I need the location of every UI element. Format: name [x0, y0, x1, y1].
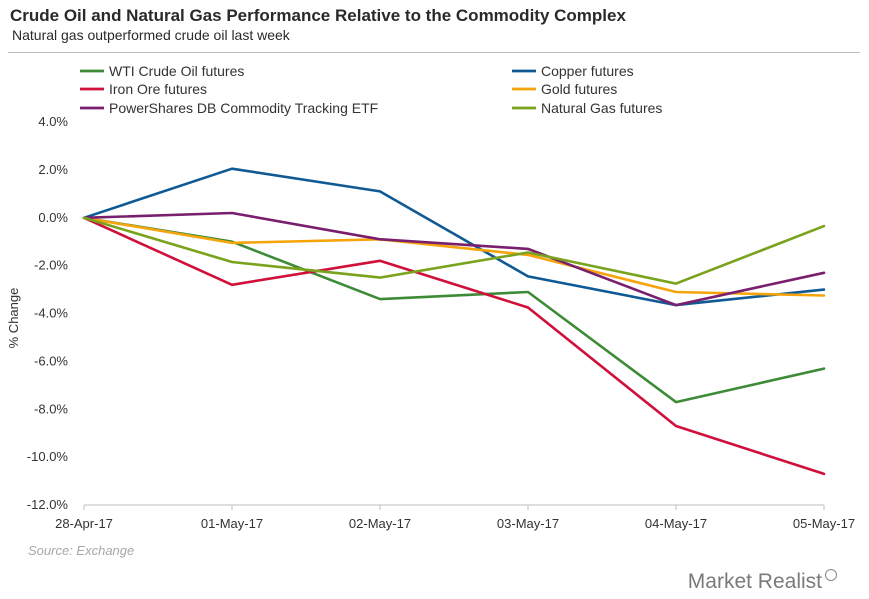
series-line: [82, 167, 826, 307]
series-line: [82, 216, 826, 476]
brand-mark-icon: [825, 569, 837, 581]
y-tick-label: 2.0%: [38, 162, 68, 177]
y-tick-label: -4.0%: [34, 306, 68, 321]
x-tick-label: 03-May-17: [497, 516, 559, 531]
x-tick-label: 01-May-17: [201, 516, 263, 531]
y-tick-label: -2.0%: [34, 258, 68, 273]
series-line: [82, 216, 826, 404]
y-tick-label: 4.0%: [38, 114, 68, 129]
chart-title: Crude Oil and Natural Gas Performance Re…: [10, 6, 626, 25]
y-tick-label: -10.0%: [27, 449, 69, 464]
y-tick-label: 0.0%: [38, 210, 68, 225]
legend-label: Natural Gas futures: [541, 100, 662, 116]
legend-label: Gold futures: [541, 81, 617, 97]
title-divider: [8, 52, 860, 53]
y-tick-label: -6.0%: [34, 353, 68, 368]
y-tick-label: -8.0%: [34, 401, 68, 416]
x-tick-label: 04-May-17: [645, 516, 707, 531]
series-lines: [82, 167, 826, 476]
legend-label: Iron Ore futures: [109, 81, 207, 97]
legend-label: WTI Crude Oil futures: [109, 63, 244, 79]
brand-name: Market Realist: [687, 570, 822, 593]
chart-subtitle: Natural gas outperformed crude oil last …: [12, 27, 290, 43]
series-line: [82, 216, 826, 285]
x-tick-label: 02-May-17: [349, 516, 411, 531]
y-tick-label: -12.0%: [27, 497, 69, 512]
y-axis: 4.0% 2.0% 0.0% -2.0% -4.0% -6.0% -8.0% -10.0% -1…: [27, 114, 69, 512]
legend-label: Copper futures: [541, 63, 634, 79]
legend-label: PowerShares DB Commodity Tracking ETF: [109, 100, 378, 116]
series-line: [82, 216, 826, 297]
x-axis: 28-Apr-17 01-May-17 02-May-17 03-May-17 04-M…: [55, 504, 855, 531]
x-tick-label: 28-Apr-17: [55, 516, 113, 531]
y-axis-label: % Change: [6, 288, 21, 349]
legend: WTI Crude Oil futures Copper futures Iron …: [80, 63, 662, 116]
source-note: Source: Exchange: [28, 543, 135, 558]
series-line: [82, 211, 826, 307]
brand-logo: Market Realist: [687, 569, 837, 594]
x-tick-label: 05-May-17: [793, 516, 855, 531]
